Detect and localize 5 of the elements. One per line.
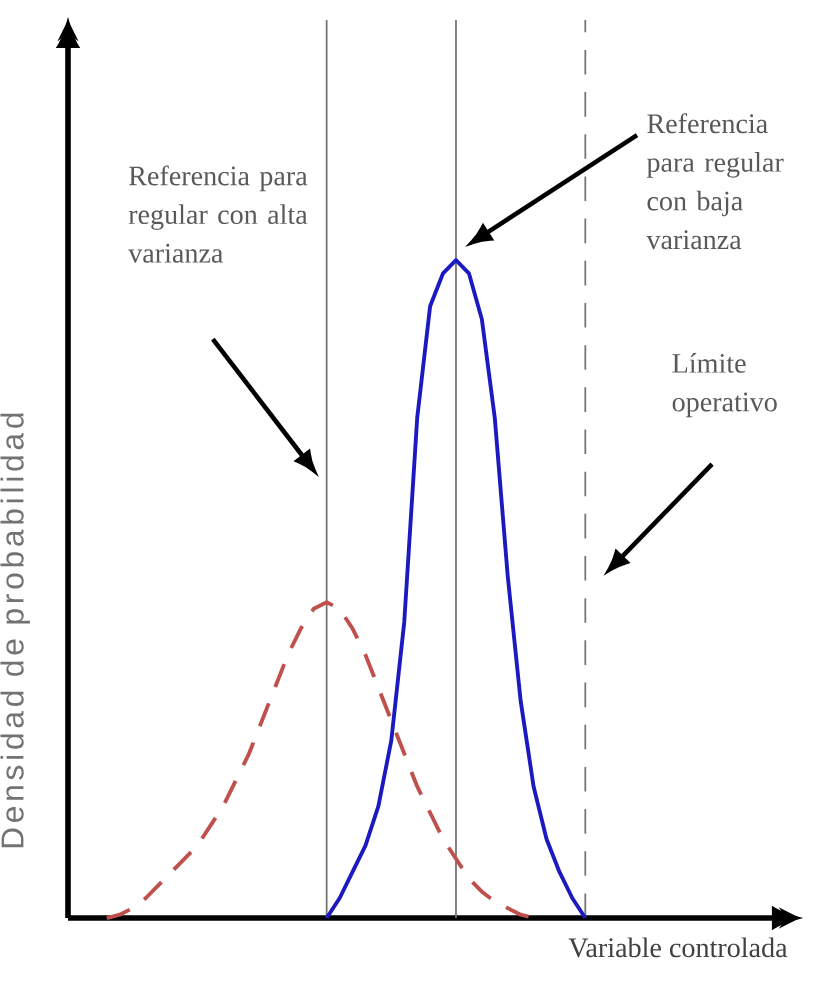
annotation: Referencia para regular con alta varianza	[128, 165, 308, 263]
text: Referencia para regular con baja varianza	[646, 113, 784, 250]
y-axis-title: Densidad de probabilidad	[0, 413, 30, 848]
annotation: Límite operativo	[672, 353, 777, 418]
x-axis-title: Variable controlada	[568, 937, 788, 958]
